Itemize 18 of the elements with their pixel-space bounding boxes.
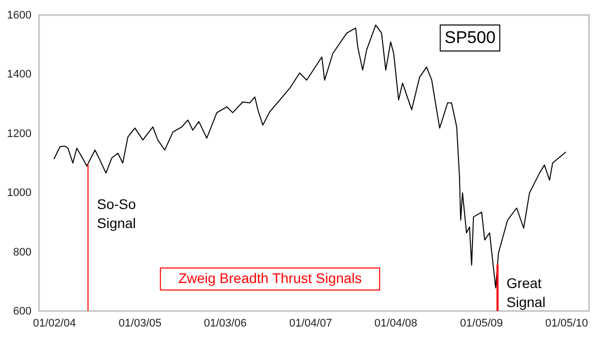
line-series [53, 24, 566, 288]
x-tick-label: 01/04/08 [374, 318, 418, 330]
y-tick-label: 1600 [7, 10, 32, 22]
x-tick-label: 01/05/09 [460, 318, 503, 330]
text: SP500 [444, 28, 496, 47]
y-tick-label: 1400 [7, 68, 32, 81]
y-tick-label: 600 [13, 306, 32, 318]
x-tick-label: 01/03/06 [204, 318, 247, 330]
x-tick-label: 01/05/10 [545, 318, 588, 330]
annotation: Zweig Breadth Thrust Signals [178, 270, 362, 286]
ref-line-label: So-So Signal [97, 196, 136, 231]
x-tick-label: 01/03/05 [118, 318, 162, 330]
ref-line-label: Great Signal [506, 275, 546, 310]
x-tick-label: 01/02/04 [33, 318, 76, 330]
y-tick-label: 1000 [7, 187, 32, 200]
y-tick-label: 800 [13, 246, 32, 258]
y-tick-label: 1200 [7, 128, 32, 140]
x-tick-label: 01/04/07 [289, 318, 332, 330]
